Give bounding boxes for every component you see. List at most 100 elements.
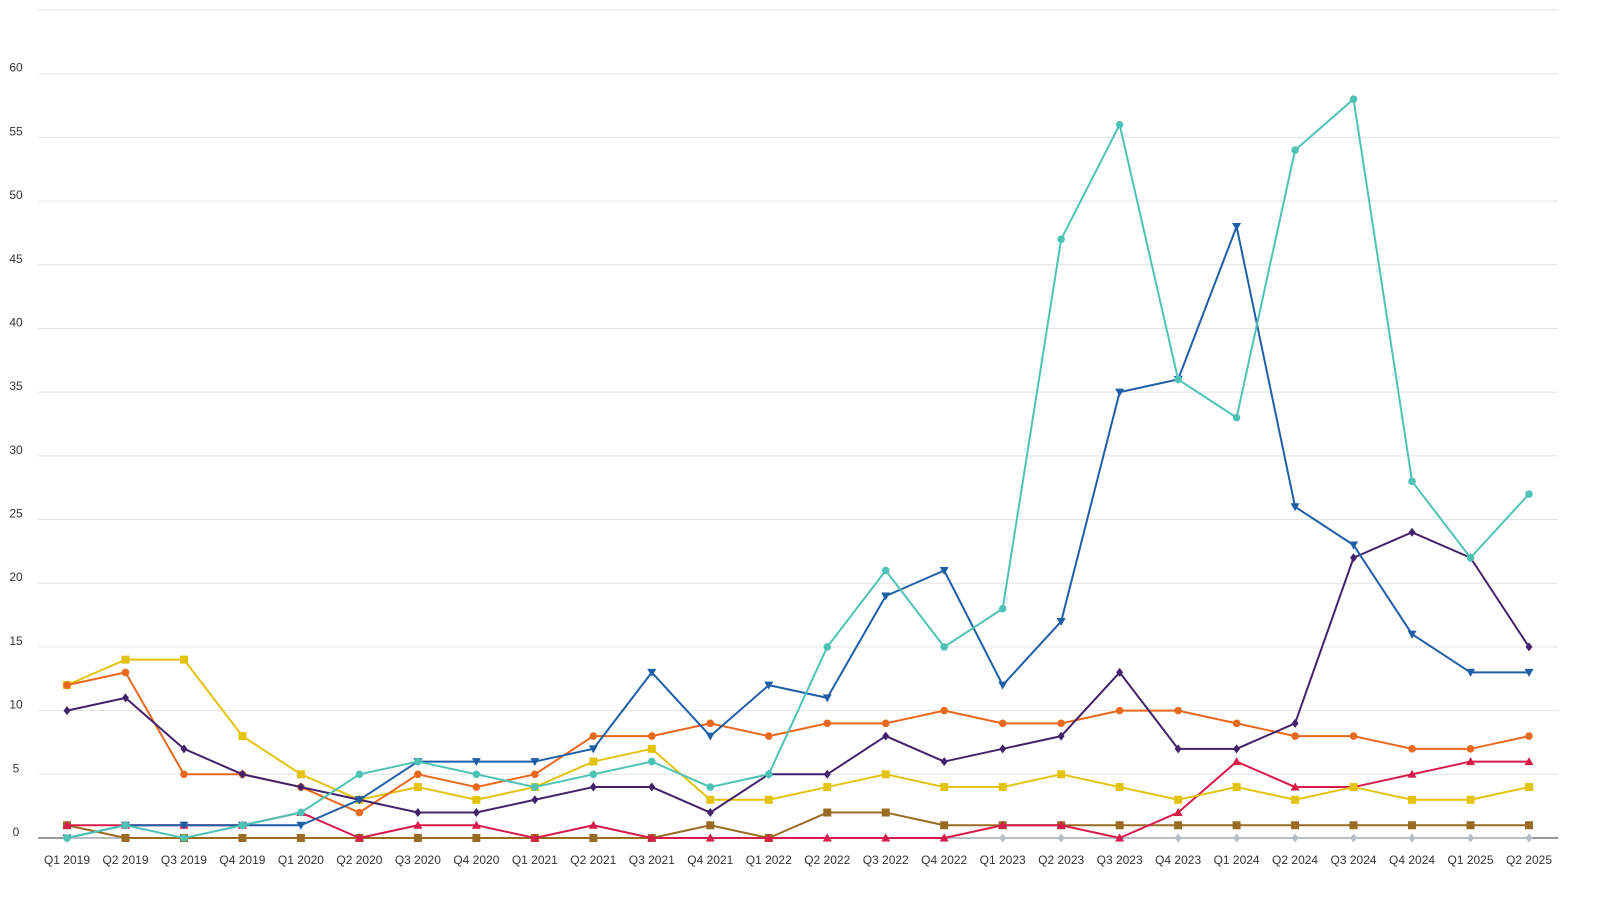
series-6 (62, 757, 1534, 842)
series-4 (63, 668, 1533, 817)
data-point (648, 757, 656, 766)
data-point (414, 757, 422, 766)
data-point (413, 783, 422, 792)
data-point (179, 655, 188, 664)
data-point (472, 770, 481, 779)
x-tick-label: Q3 2021 (629, 853, 675, 867)
data-point (589, 732, 598, 740)
data-point (1232, 821, 1241, 830)
x-tick-label: Q2 2023 (1038, 853, 1084, 867)
data-point (1233, 833, 1241, 843)
x-tick-label: Q3 2023 (1097, 853, 1143, 867)
data-point (764, 681, 774, 690)
data-point (1291, 821, 1300, 830)
data-point (648, 782, 656, 792)
data-point (531, 783, 539, 791)
data-point (999, 744, 1007, 754)
data-point (297, 808, 305, 817)
data-point (1408, 745, 1416, 753)
data-point (881, 808, 890, 817)
data-point (1525, 732, 1533, 740)
data-point (1408, 833, 1416, 843)
data-point (1291, 795, 1300, 804)
data-point (180, 744, 188, 754)
data-point (1232, 223, 1242, 232)
data-point (354, 833, 364, 842)
data-point (472, 795, 481, 804)
data-point (121, 668, 130, 677)
data-point (647, 668, 657, 677)
x-tick-label: Q2 2022 (804, 853, 850, 867)
x-tick-label: Q3 2024 (1331, 853, 1377, 867)
data-point (881, 770, 890, 779)
data-point (940, 757, 948, 767)
data-point (823, 769, 831, 779)
x-tick-label: Q1 2020 (278, 853, 324, 867)
data-point (472, 783, 481, 791)
data-point (180, 770, 188, 779)
data-point (1057, 731, 1065, 741)
data-point (297, 782, 305, 792)
data-point (1350, 553, 1358, 563)
series-2 (62, 223, 1534, 843)
data-point (1525, 833, 1533, 843)
series-line (66, 225, 1530, 839)
data-point (589, 782, 597, 792)
data-point (999, 833, 1007, 843)
data-point (121, 693, 129, 703)
data-point (471, 758, 481, 767)
data-point (1466, 668, 1476, 677)
y-tick-label: 20 (9, 570, 23, 584)
data-point (940, 821, 949, 830)
data-point (1232, 413, 1241, 422)
data-point (1291, 732, 1299, 740)
data-point (414, 808, 422, 818)
data-point (823, 808, 832, 817)
data-point (179, 821, 189, 830)
data-point (296, 834, 305, 842)
x-tick-label: Q2 2019 (102, 853, 148, 867)
data-point (1466, 821, 1475, 830)
data-point (1466, 757, 1476, 766)
series-line (66, 98, 1530, 839)
y-tick-label: 10 (9, 698, 23, 712)
data-point (355, 770, 364, 779)
data-point (1057, 235, 1065, 244)
data-point (1525, 821, 1533, 830)
data-point (764, 732, 773, 740)
data-point (1349, 821, 1358, 830)
data-point (647, 833, 657, 842)
data-point (706, 783, 715, 791)
data-point (822, 694, 832, 703)
x-tick-label: Q3 2022 (863, 853, 909, 867)
data-point (705, 833, 715, 842)
data-point (531, 770, 539, 779)
data-point (706, 719, 715, 728)
x-tick-label: Q4 2021 (687, 853, 733, 867)
data-point (1291, 833, 1299, 843)
data-point (1174, 833, 1182, 843)
data-point (238, 821, 247, 830)
data-point (589, 757, 598, 766)
data-point (1349, 541, 1359, 550)
data-point (1524, 668, 1534, 677)
data-point (1056, 617, 1066, 626)
data-point (1232, 719, 1241, 728)
data-point (1174, 375, 1182, 384)
data-point (296, 770, 305, 779)
data-point (881, 592, 891, 601)
data-point (940, 643, 948, 651)
data-point (238, 769, 246, 779)
data-point (940, 706, 948, 715)
y-tick-label: 5 (13, 761, 20, 775)
x-tick-label: Q4 2020 (453, 853, 499, 867)
data-point (939, 566, 949, 575)
x-tick-label: Q1 2025 (1447, 853, 1493, 867)
data-point (1115, 706, 1124, 715)
data-point (588, 820, 598, 829)
data-point (1408, 795, 1417, 804)
data-point (1349, 95, 1358, 103)
data-point (1291, 718, 1299, 728)
x-tick-label: Q2 2024 (1272, 853, 1318, 867)
